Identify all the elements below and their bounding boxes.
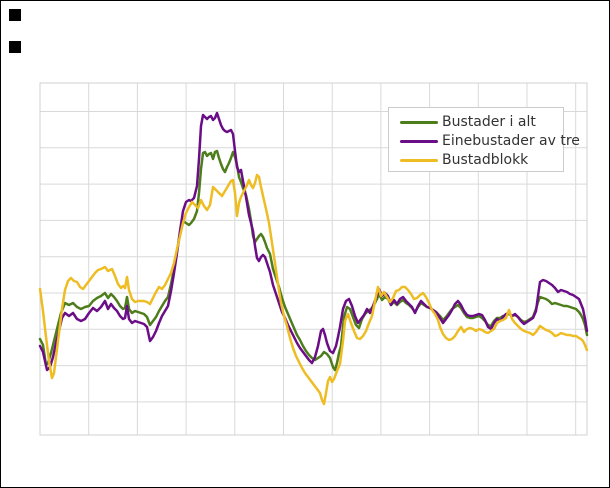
legend-item-einebustader-av-tre[interactable]: Einebustader av tre <box>400 132 580 151</box>
legend-label: Bustader i alt <box>442 114 536 130</box>
series-line-einebustader-av-tre <box>38 111 589 372</box>
legend-line-swatch-purple <box>400 140 438 143</box>
legend-label: Bustadblokk <box>442 152 529 168</box>
plot-frame <box>39 82 588 436</box>
series-line-bustadblokk <box>38 173 589 406</box>
legend-line-swatch-yellow <box>400 159 438 162</box>
logo-fragment-bottom <box>9 41 21 53</box>
legend: Bustader i alt Einebustader av tre Busta… <box>388 107 580 172</box>
legend-line-swatch-green <box>400 121 438 124</box>
legend-item-bustadblokk[interactable]: Bustadblokk <box>400 151 563 170</box>
logo-fragment-top <box>9 9 21 21</box>
legend-label: Einebustader av tre <box>442 133 580 149</box>
legend-item-bustader-i-alt[interactable]: Bustader i alt <box>400 113 563 132</box>
